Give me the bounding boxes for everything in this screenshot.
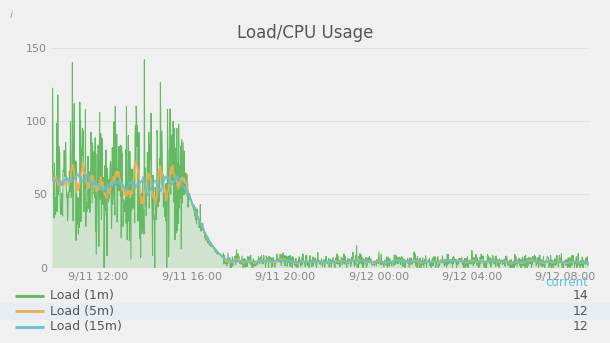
Text: 12: 12	[573, 320, 589, 333]
Text: i: i	[9, 10, 12, 20]
Text: Load/CPU Usage: Load/CPU Usage	[237, 24, 373, 42]
Text: Load (5m): Load (5m)	[50, 305, 114, 318]
Text: current: current	[546, 276, 589, 289]
Text: Load (15m): Load (15m)	[50, 320, 122, 333]
Text: 12: 12	[573, 305, 589, 318]
Text: Load (1m): Load (1m)	[50, 289, 114, 302]
Text: 14: 14	[573, 289, 589, 302]
